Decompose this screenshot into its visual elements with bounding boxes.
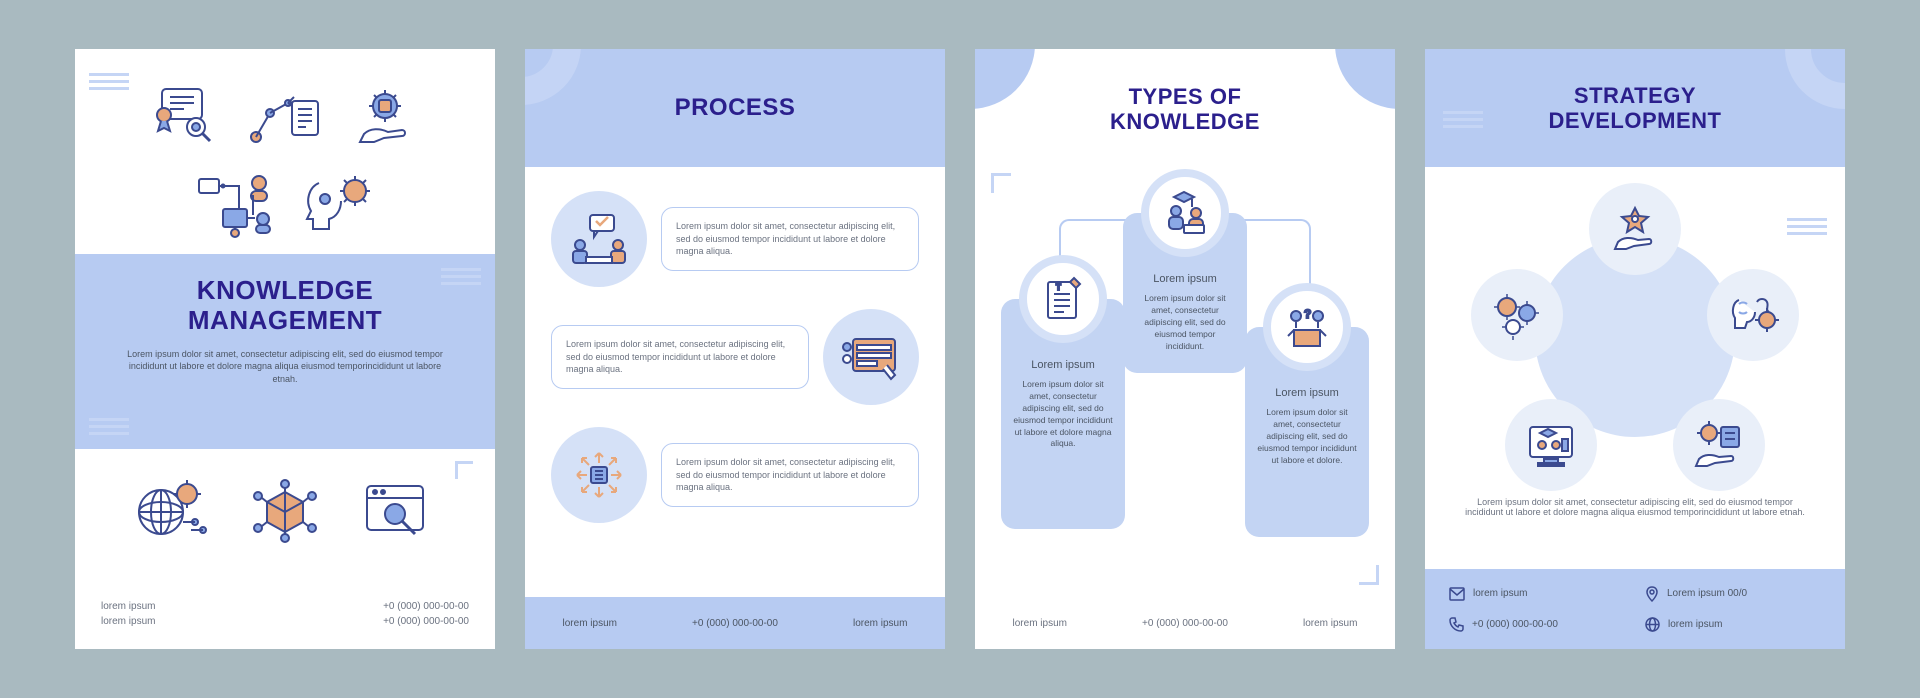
- panel-title: STRATEGY DEVELOPMENT: [1549, 83, 1722, 134]
- graduate-laptop-icon: [1141, 169, 1229, 257]
- gear-hand-icon: [341, 77, 429, 155]
- contact-text: lorem ipsum: [1668, 619, 1722, 630]
- panel-footer: lorem ipsum lorem ipsum +0 (000) 000-00-…: [75, 583, 495, 649]
- corner-semicircle-icon: [975, 49, 1035, 109]
- mail-icon: [1449, 587, 1465, 601]
- card-label: Lorem ipsum: [1135, 273, 1235, 285]
- card-text: Lorem ipsum dolor sit amet, consectetur …: [1013, 379, 1113, 450]
- process-text: Lorem ipsum dolor sit amet, consectetur …: [676, 220, 904, 258]
- contact-item: lorem ipsum: [1449, 581, 1625, 606]
- footer-text: lorem ipsum: [853, 618, 907, 629]
- panel-title: KNOWLEDGE MANAGEMENT: [105, 276, 465, 336]
- corner-decor-icon: [991, 173, 1011, 193]
- hero-icon-grid: [75, 49, 495, 254]
- footer-text: +0 (000) 000-00-00: [383, 614, 469, 629]
- process-item: Lorem ipsum dolor sit amet, consectetur …: [551, 427, 919, 523]
- footer-text: lorem ipsum: [101, 614, 155, 629]
- contact-text: +0 (000) 000-00-00: [1472, 619, 1558, 630]
- card-label: Lorem ipsum: [1013, 359, 1113, 371]
- title-band: KNOWLEDGE MANAGEMENT Lorem ipsum dolor s…: [75, 254, 495, 449]
- contact-item: Lorem ipsum 00/0: [1645, 581, 1821, 606]
- training-screen-icon: [1505, 399, 1597, 491]
- footer-text: +0 (000) 000-00-00: [1142, 618, 1228, 629]
- bottom-icon-row: [75, 449, 495, 551]
- contact-item: lorem ipsum: [1645, 612, 1821, 637]
- svg-text:?: ?: [1304, 307, 1311, 321]
- process-body: Lorem ipsum dolor sit amet, consectetur …: [525, 167, 945, 523]
- corner-ring-icon: [1785, 49, 1845, 109]
- body-text: Lorem ipsum dolor sit amet, consectetur …: [1425, 497, 1845, 517]
- panel-header: STRATEGY DEVELOPMENT: [1425, 49, 1845, 167]
- globe-settings-icon: [127, 471, 217, 551]
- network-users-icon: [191, 167, 279, 245]
- cards-area: T Lorem ipsum Lorem ipsum dolor sit amet…: [975, 169, 1395, 589]
- footer-text: lorem ipsum: [563, 618, 617, 629]
- footer-left: lorem ipsum lorem ipsum: [101, 599, 155, 629]
- contact-item: +0 (000) 000-00-00: [1449, 612, 1625, 637]
- panel-title: TYPES OF KNOWLEDGE: [1110, 84, 1260, 135]
- card-text: Lorem ipsum dolor sit amet, consectetur …: [1257, 407, 1357, 466]
- box-network-icon: [240, 471, 330, 551]
- brain-gear-icon: [1707, 269, 1799, 361]
- star-hand-icon: [1589, 183, 1681, 275]
- svg-text:T: T: [1056, 283, 1061, 292]
- panel-subtitle: Lorem ipsum dolor sit amet, consectetur …: [125, 348, 445, 386]
- process-text: Lorem ipsum dolor sit amet, consectetur …: [676, 456, 904, 494]
- footer-right: +0 (000) 000-00-00 +0 (000) 000-00-00: [383, 599, 469, 629]
- footer-text: lorem ipsum: [1013, 618, 1067, 629]
- distribute-arrows-icon: [551, 427, 647, 523]
- corner-decor-icon: [455, 461, 473, 479]
- gears-trio-icon: [1471, 269, 1563, 361]
- panel-process: PROCESS Lorem ipsum dolor sit amet, cons…: [525, 49, 945, 649]
- contact-text: Lorem ipsum 00/0: [1667, 588, 1747, 599]
- certificate-search-icon: [141, 77, 229, 155]
- browser-search-icon: [353, 471, 443, 551]
- decor-lines-icon: [1443, 111, 1483, 128]
- panel-footer: lorem ipsum +0 (000) 000-00-00 lorem ips…: [525, 597, 945, 649]
- corner-ring-icon: [525, 49, 581, 105]
- panel-header: TYPES OF KNOWLEDGE: [975, 49, 1395, 169]
- corner-decor-icon: [1359, 565, 1379, 585]
- phone-icon: [1449, 617, 1464, 632]
- globe-icon: [1645, 617, 1660, 632]
- panel-footer: lorem ipsum +0 (000) 000-00-00 lorem ips…: [975, 597, 1395, 649]
- footer-text: +0 (000) 000-00-00: [692, 618, 778, 629]
- pin-icon: [1645, 586, 1659, 602]
- corner-semicircle-icon: [1335, 49, 1395, 109]
- footer-text: lorem ipsum: [101, 599, 155, 614]
- panel-strategy-development: STRATEGY DEVELOPMENT: [1425, 49, 1845, 649]
- panel-title: PROCESS: [675, 94, 796, 122]
- footer-text: lorem ipsum: [1303, 618, 1357, 629]
- browser-form-icon: [823, 309, 919, 405]
- process-text: Lorem ipsum dolor sit amet, consectetur …: [566, 338, 794, 376]
- panel-footer: lorem ipsum Lorem ipsum 00/0 +0 (000) 00…: [1425, 569, 1845, 649]
- contact-text: lorem ipsum: [1473, 588, 1527, 599]
- decor-lines-icon: [89, 418, 129, 435]
- process-item: Lorem ipsum dolor sit amet, consectetur …: [551, 191, 919, 287]
- gear-server-hand-icon: [1673, 399, 1765, 491]
- decor-lines-icon: [441, 268, 481, 285]
- panel-types-of-knowledge: TYPES OF KNOWLEDGE T Lorem ipsum Lorem i…: [975, 49, 1395, 649]
- ring-diagram: [1425, 177, 1845, 497]
- card-text: Lorem ipsum dolor sit amet, consectetur …: [1135, 293, 1235, 352]
- meeting-chat-icon: [551, 191, 647, 287]
- type-card: Lorem ipsum Lorem ipsum dolor sit amet, …: [1123, 213, 1247, 373]
- ideas-box-icon: ?: [1263, 283, 1351, 371]
- panel-header: PROCESS: [525, 49, 945, 167]
- card-label: Lorem ipsum: [1257, 387, 1357, 399]
- head-idea-icon: [291, 167, 379, 245]
- process-item: Lorem ipsum dolor sit amet, consectetur …: [551, 309, 919, 405]
- footer-text: +0 (000) 000-00-00: [383, 599, 469, 614]
- robot-arm-document-icon: [241, 77, 329, 155]
- type-card: ? Lorem ipsum Lorem ipsum dolor sit amet…: [1245, 327, 1369, 537]
- document-pencil-icon: T: [1019, 255, 1107, 343]
- type-card: T Lorem ipsum Lorem ipsum dolor sit amet…: [1001, 299, 1125, 529]
- decor-lines-icon: [89, 73, 129, 90]
- panel-knowledge-management: KNOWLEDGE MANAGEMENT Lorem ipsum dolor s…: [75, 49, 495, 649]
